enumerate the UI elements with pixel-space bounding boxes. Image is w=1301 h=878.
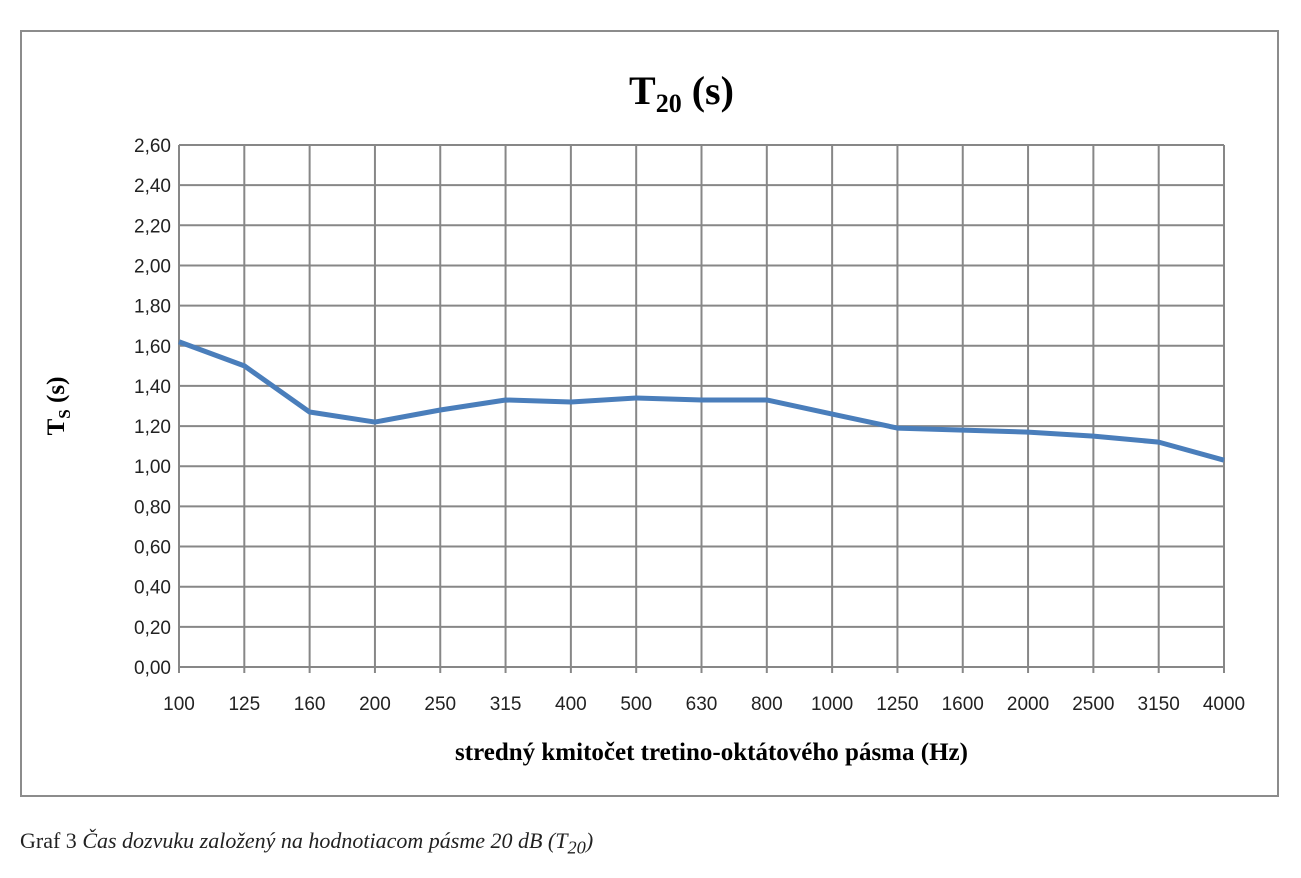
y-tick-label: 2,00	[134, 256, 171, 277]
chart-frame: 0,00 0,20 0,40 0,60 0,80 1,00 1,20 1,40 1,60 1,80…	[20, 30, 1279, 797]
x-tick-label: 200	[359, 694, 391, 715]
x-tick-label: 800	[751, 694, 783, 715]
x-tick-label: 125	[228, 694, 260, 715]
y-tick-label: 0,00	[134, 658, 171, 679]
title-sub: 20	[656, 89, 682, 118]
y-tick-label: 2,40	[134, 176, 171, 197]
x-tick-label: 630	[686, 694, 718, 715]
y-tick-label: 0,40	[134, 578, 171, 599]
caption-sub: 20	[567, 837, 586, 858]
x-tick-label: 3150	[1138, 694, 1180, 715]
x-tick-label: 2500	[1072, 694, 1114, 715]
y-tick-label: 0,80	[134, 497, 171, 518]
x-tick-label: 500	[620, 694, 652, 715]
y-tick-label: 2,20	[134, 216, 171, 237]
chart-title: T20 (s)	[629, 68, 734, 118]
y-tick-label: 2,60	[134, 136, 171, 157]
x-tick-label: 400	[555, 694, 587, 715]
y-axis-label-part: (s)	[43, 377, 70, 410]
y-tick-label: 1,60	[134, 337, 171, 358]
x-tick-label: 2000	[1007, 694, 1049, 715]
y-tick-label: 1,20	[134, 417, 171, 438]
y-tick-label: 0,20	[134, 618, 171, 639]
caption-text: Čas dozvuku založený na hodnotiacom pásm…	[82, 828, 568, 853]
x-tick-label: 250	[424, 694, 456, 715]
figure-caption: Graf 3 Čas dozvuku založený na hodnotiac…	[20, 828, 593, 858]
x-tick-label: 160	[294, 694, 326, 715]
y-axis-label-part: T	[43, 418, 70, 435]
title-main: T	[629, 68, 656, 113]
y-tick-label: 1,00	[134, 457, 171, 478]
y-tick-label: 0,60	[134, 538, 171, 559]
x-tick-label: 1250	[876, 694, 918, 715]
y-tick-label: 1,80	[134, 297, 171, 318]
x-axis-label: stredný kmitočet tretino-oktátového pásm…	[455, 739, 968, 766]
line-chart: 0,00 0,20 0,40 0,60 0,80 1,00 1,20 1,40 1,60 1,80…	[43, 68, 1245, 766]
caption-end: )	[585, 828, 594, 853]
x-tick-label: 4000	[1203, 694, 1245, 715]
y-axis-label: TS (s)	[43, 377, 74, 436]
x-tick-label: 1600	[942, 694, 984, 715]
y-axis-label-part: S	[55, 409, 74, 418]
x-tick-label: 1000	[811, 694, 853, 715]
y-tick-label: 1,40	[134, 377, 171, 398]
title-tail: (s)	[682, 68, 734, 113]
caption-prefix: Graf 3	[20, 828, 83, 853]
x-tick-label: 315	[490, 694, 522, 715]
x-tick-label: 100	[163, 694, 195, 715]
